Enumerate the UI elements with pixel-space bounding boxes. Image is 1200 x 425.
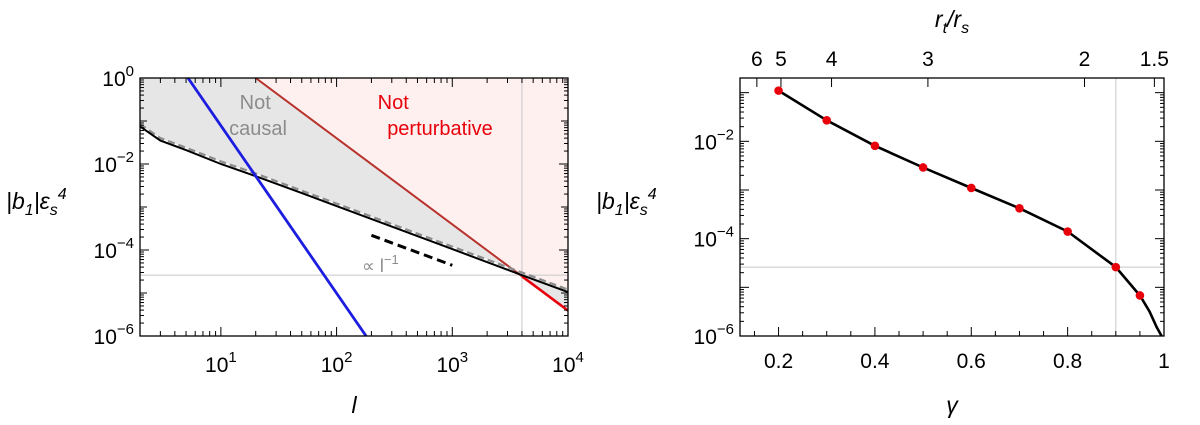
black-curve (140, 125, 568, 294)
right-x-tick-label: 0.6 (957, 350, 986, 373)
right-curve (777, 89, 1163, 336)
left-x-tick-label-base: 10 (205, 354, 228, 377)
right-x-tick-label: 0.4 (860, 350, 890, 373)
right-y-tick-label: 10−6 (694, 321, 734, 349)
right-y-tick-label-base: 10 (694, 326, 717, 349)
right-y-tick-label: 10−4 (694, 224, 734, 252)
y-label-part: s (50, 202, 58, 219)
left-x-tick-label: 102 (321, 349, 353, 377)
left-ticks (139, 77, 569, 337)
left-y-tick-label: 10−2 (94, 149, 134, 177)
right-lines (740, 78, 1164, 336)
left-x-tick-label-base: 10 (552, 354, 575, 377)
left-y-tick-label: 100 (102, 63, 134, 91)
right-top-tick-label: 6 (751, 48, 763, 71)
left-y-tick-label-base: 10 (94, 240, 117, 263)
right-x-tick-label: 1 (1158, 350, 1170, 373)
left-x-tick-label: 101 (205, 349, 237, 377)
y-label-part: 4 (58, 186, 67, 203)
left-x-tick-label-base: 10 (321, 354, 344, 377)
top-label-part: r (935, 6, 944, 32)
perturbative-bound-line-tail (521, 275, 568, 312)
left-x-tick-label-exponent: 4 (576, 349, 584, 366)
left-y-tick-label: 10−4 (94, 235, 134, 263)
slope-guide-dashed (370, 233, 453, 267)
left-region-perturbative-label: Not perturbative (378, 92, 493, 140)
left-y-tick-label-base: 10 (94, 154, 117, 177)
top-label-part: s (961, 20, 969, 37)
data-point (1135, 291, 1145, 300)
right-y-axis-label: |b1|εs4 (596, 186, 657, 219)
left-x-tick-label-exponent: 2 (344, 349, 352, 366)
right-plot-frame (739, 77, 1165, 337)
right-top-axis-label: rt/rs (935, 6, 969, 37)
left-region-causal-label: Not causal (229, 92, 287, 140)
data-point (1063, 227, 1072, 236)
left-y-tick-label-base: 10 (102, 68, 125, 91)
perturbative-bound-line (255, 78, 523, 278)
left-x-tick-label-exponent: 1 (228, 349, 236, 366)
slope-annotation-exponent: −1 (384, 252, 399, 267)
left-x-tick-label: 104 (552, 349, 584, 377)
slope-annotation-base: ∝ l (362, 256, 384, 276)
perturbative-label-line-1: Not (378, 92, 410, 114)
right-top-tick-label: 3 (922, 48, 934, 71)
right-x-tick-label: 0.8 (1053, 350, 1082, 373)
left-y-tick-label-base: 10 (94, 326, 117, 349)
left-y-axis-label: |b1|εs4 (6, 186, 67, 219)
not-causal-region (140, 78, 568, 311)
top-label-part: t (943, 20, 948, 37)
left-x-tick-label: 103 (436, 349, 468, 377)
right-y-tick-label: 10−2 (694, 126, 734, 154)
blue-line (186, 78, 368, 336)
slope-annotation: ∝ l−1 (362, 252, 399, 276)
left-y-tick-label-exponent: −6 (117, 321, 134, 338)
y-label-part: |b (6, 188, 25, 214)
y-label-part: |ε (34, 188, 51, 214)
left-regions (140, 78, 568, 311)
left-x-tick-label-exponent: 3 (460, 349, 468, 366)
right-y-tick-label-exponent: −6 (717, 321, 734, 338)
y-label-part: 1 (25, 202, 34, 219)
left-x-axis-label: l (351, 392, 357, 418)
y-label-part: 1 (615, 202, 624, 219)
data-point (918, 163, 928, 172)
data-point (822, 116, 832, 125)
right-ticks (740, 77, 1165, 337)
left-y-tick-label-exponent: −4 (117, 235, 134, 252)
perturbative-label-line-2: perturbative (387, 118, 493, 140)
data-point (966, 183, 976, 193)
right-y-tick-label-exponent: −4 (717, 224, 734, 241)
right-y-tick-label-base: 10 (694, 229, 717, 252)
data-point (1015, 204, 1024, 213)
right-top-tick-label: 1.5 (1140, 48, 1169, 71)
y-label-part: |b (596, 188, 615, 214)
right-y-tick-label-base: 10 (694, 131, 717, 154)
y-label-part: s (640, 202, 648, 219)
right-top-tick-label: 5 (775, 48, 787, 71)
data-point (1111, 262, 1121, 272)
data-point (774, 86, 783, 95)
right-chart: 0.2 0.4 0.6 0.8 16 5 4 3 2 1.510−610−410−2 rt/rs … (596, 6, 1170, 418)
top-label-part: /r (945, 6, 962, 32)
right-x-axis-label: γ (946, 392, 959, 418)
right-top-tick-label: 4 (826, 48, 838, 71)
right-x-tick-label: 0.2 (764, 350, 793, 373)
y-label-part: |ε (624, 188, 641, 214)
left-y-tick-label-exponent: 0 (126, 63, 134, 80)
right-top-tick-label: 2 (1079, 48, 1091, 71)
right-y-tick-label-exponent: −2 (717, 126, 734, 143)
data-point (870, 141, 880, 151)
causal-label-line-1: Not (240, 92, 272, 114)
left-lines (140, 78, 568, 336)
right-tick-labels: 0.2 0.4 0.6 0.8 16 5 4 3 2 1.510−610−410−2 (694, 48, 1170, 373)
left-y-tick-label-exponent: −2 (117, 149, 134, 166)
left-y-tick-label: 10−6 (94, 321, 134, 349)
y-label-part: 4 (648, 186, 657, 203)
causal-label-line-2: causal (229, 118, 287, 140)
left-x-tick-label-base: 10 (436, 354, 459, 377)
